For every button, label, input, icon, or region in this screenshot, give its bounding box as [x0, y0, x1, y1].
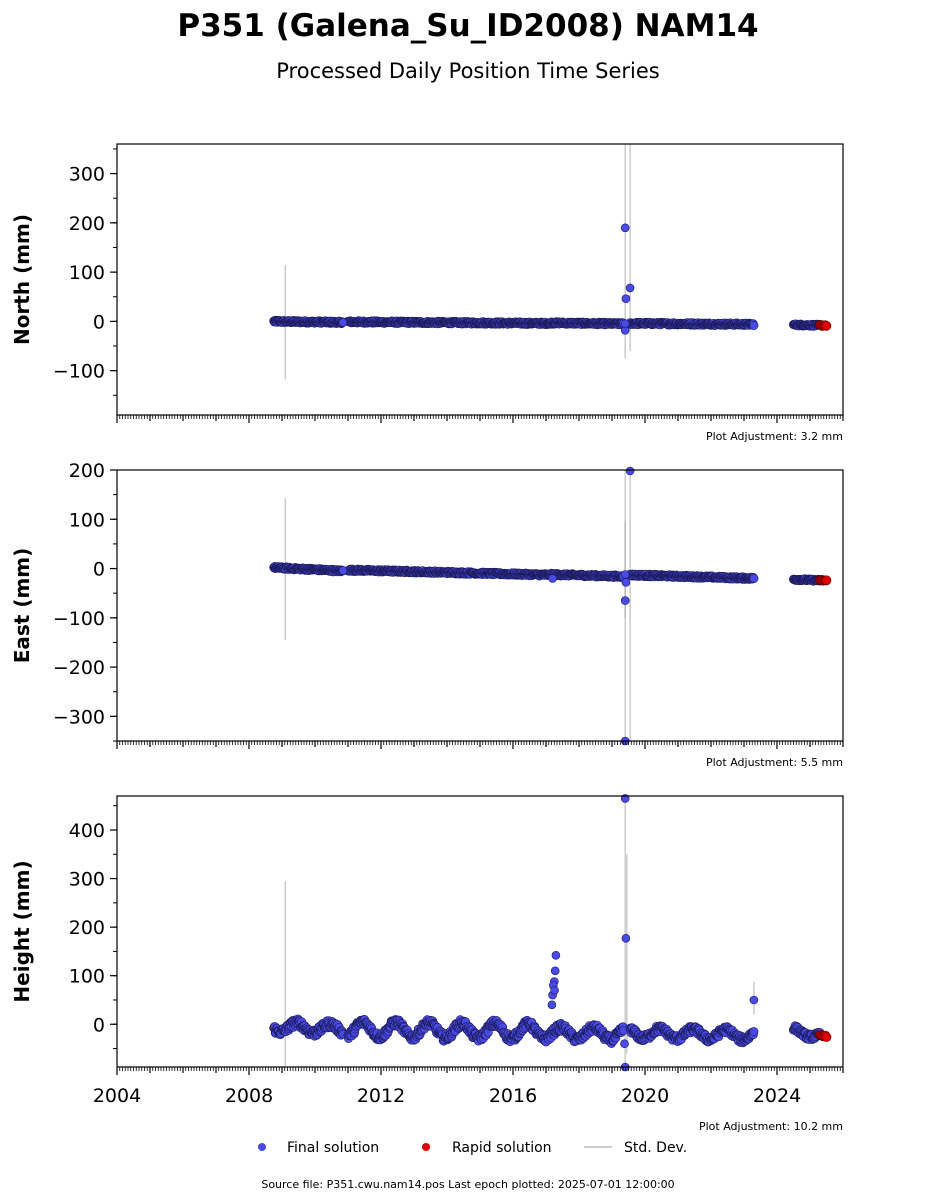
- y-tick-label: 0: [93, 311, 105, 333]
- final-point-outlier: [625, 283, 635, 293]
- x-tick-label: 2004: [93, 1085, 141, 1107]
- y-tick-label: 100: [69, 966, 105, 988]
- y-tick-label: 100: [69, 509, 105, 531]
- y-tick-label: 300: [69, 164, 105, 186]
- final-point-outlier: [620, 223, 630, 233]
- final-solution-series: [269, 466, 825, 746]
- plot-frame: [116, 469, 844, 742]
- y-tick-label: 200: [69, 213, 105, 235]
- final-point-outlier: [620, 1039, 629, 1048]
- y-tick-label: 0: [93, 559, 105, 581]
- x-tick-label: 2012: [357, 1085, 405, 1107]
- panel-height: 0 100 200 300 400 2004 2008 2012 2016 2020 2024 Hei…: [10, 794, 844, 1133]
- final-point-outlier: [621, 933, 631, 943]
- final-point: [749, 573, 759, 583]
- y-tick-label: −200: [53, 657, 105, 679]
- chart-subtitle: Processed Daily Position Time Series: [276, 59, 660, 83]
- x-tick-label: 2024: [753, 1085, 801, 1107]
- legend-std-label: Std. Dev.: [624, 1140, 687, 1156]
- panel-north: −100 0 100 200 300 North (mm) Plot Adjustment:…: [10, 143, 844, 443]
- y-tick-label: 400: [69, 820, 105, 842]
- final-point-outlier: [547, 1000, 557, 1010]
- y-axis-label: Height (mm): [10, 860, 34, 1002]
- legend-final-label: Final solution: [287, 1140, 379, 1156]
- panel-east: −300 −200 −100 0 100 200 East (mm) Plot Adjustm…: [10, 460, 844, 769]
- rapid-point: [821, 1032, 832, 1042]
- plot-adjustment-label: Plot Adjustment: 10.2 mm: [699, 1120, 843, 1133]
- final-point-outlier: [621, 577, 631, 587]
- final-point-outlier: [620, 596, 630, 605]
- final-point-outlier: [620, 570, 630, 579]
- x-tick-label: 2020: [621, 1085, 669, 1107]
- x-tick-label: 2016: [489, 1085, 537, 1107]
- plot-adjustment-label: Plot Adjustment: 5.5 mm: [706, 756, 843, 769]
- final-point-outlier: [620, 319, 630, 329]
- y-tick-label: −100: [53, 361, 105, 383]
- legend-rapid-marker: [422, 1143, 430, 1151]
- chart-title: P351 (Galena_Su_ID2008) NAM14: [177, 8, 758, 44]
- final-point-outlier: [338, 318, 348, 327]
- y-tick-label: 100: [69, 262, 105, 284]
- final-point-outlier: [551, 950, 561, 960]
- final-point-outlier: [338, 566, 348, 575]
- y-axis-label: North (mm): [10, 214, 34, 345]
- final-point: [749, 320, 759, 330]
- final-point-outlier: [749, 995, 759, 1005]
- y-tick-label: 0: [93, 1014, 105, 1036]
- final-point-outlier: [621, 294, 631, 304]
- legend: Final solution Rapid solution Std. Dev.: [258, 1140, 687, 1156]
- y-tick-label: −100: [53, 608, 105, 630]
- legend-rapid-label: Rapid solution: [452, 1140, 552, 1156]
- final-point: [749, 1027, 759, 1037]
- plot-adjustment-label: Plot Adjustment: 3.2 mm: [706, 430, 843, 443]
- source-footer: Source file: P351.cwu.nam14.pos Last epo…: [261, 1178, 674, 1191]
- final-point-outlier: [550, 966, 560, 976]
- final-point-outlier: [548, 574, 557, 583]
- y-tick-label: 200: [69, 917, 105, 939]
- y-axis-label: East (mm): [10, 548, 34, 664]
- rapid-point: [821, 321, 832, 331]
- final-solution-series: [269, 223, 825, 335]
- y-tick-label: 200: [69, 460, 105, 482]
- final-solution-series: [269, 794, 825, 1072]
- legend-final-marker: [258, 1143, 266, 1151]
- final-point-outlier: [550, 985, 559, 995]
- final-point-outlier: [625, 466, 635, 476]
- x-tick-label: 2008: [225, 1085, 273, 1107]
- y-tick-label: −300: [53, 706, 105, 728]
- plot-frame: [116, 143, 844, 416]
- rapid-point: [821, 575, 832, 586]
- y-tick-label: 300: [69, 869, 105, 891]
